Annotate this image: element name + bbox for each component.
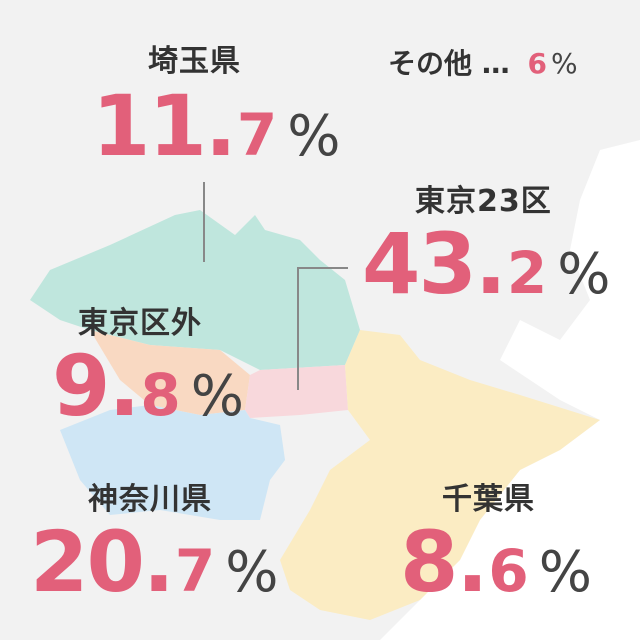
others-label: その他 … 6% [388, 42, 578, 82]
region-tokyo23 [245, 365, 348, 418]
region-saitama [30, 210, 360, 370]
value-chiba-pct: % [538, 540, 592, 605]
value-kanagawa: 20.7% [30, 520, 278, 604]
label-kanagawa: 神奈川県 [88, 482, 212, 517]
value-tokyo23-pct: % [557, 242, 611, 307]
value-saitama-dec: 7 [236, 101, 278, 169]
value-chiba-dec: 6 [488, 537, 529, 605]
value-kanagawa-dec: 7 [174, 537, 216, 605]
others-value: 6 [527, 47, 547, 80]
value-kanagawa-int: 20 [30, 513, 145, 611]
value-kanagawa-dot: . [142, 513, 175, 611]
value-saitama-dot: . [204, 77, 237, 175]
value-tokyo23: 43.2% [362, 222, 610, 306]
others-percent: % [551, 47, 578, 80]
label-chiba: 千葉県 [442, 482, 535, 517]
value-saitama-int: 11 [92, 77, 207, 175]
region-tokyo-outer [90, 330, 250, 415]
value-chiba-int: 8 [400, 513, 458, 611]
region-kanagawa [60, 405, 285, 520]
label-saitama: 埼玉県 [148, 44, 241, 79]
value-tokyo23-int: 43 [362, 215, 477, 313]
value-tokyo-outer-pct: % [190, 364, 244, 429]
label-tokyo23: 東京23区 [415, 184, 552, 219]
value-chiba: 8.6% [400, 520, 592, 604]
value-tokyo-outer-dec: 8 [140, 361, 181, 429]
others-separator: … [481, 47, 510, 80]
label-tokyo-outer: 東京区外 [78, 306, 202, 341]
value-kanagawa-pct: % [225, 540, 279, 605]
value-saitama-pct: % [287, 104, 341, 169]
value-tokyo-outer: 9.8% [52, 344, 244, 428]
others-name: その他 [388, 47, 473, 80]
value-chiba-dot: . [456, 513, 489, 611]
leader-line-tokyo23 [297, 267, 348, 390]
region-chiba [280, 330, 600, 620]
value-tokyo-outer-dot: . [108, 337, 141, 435]
value-tokyo-outer-int: 9 [52, 337, 110, 435]
value-tokyo23-dot: . [474, 215, 507, 313]
value-saitama: 11.7% [92, 84, 340, 168]
value-tokyo23-dec: 2 [506, 239, 548, 307]
